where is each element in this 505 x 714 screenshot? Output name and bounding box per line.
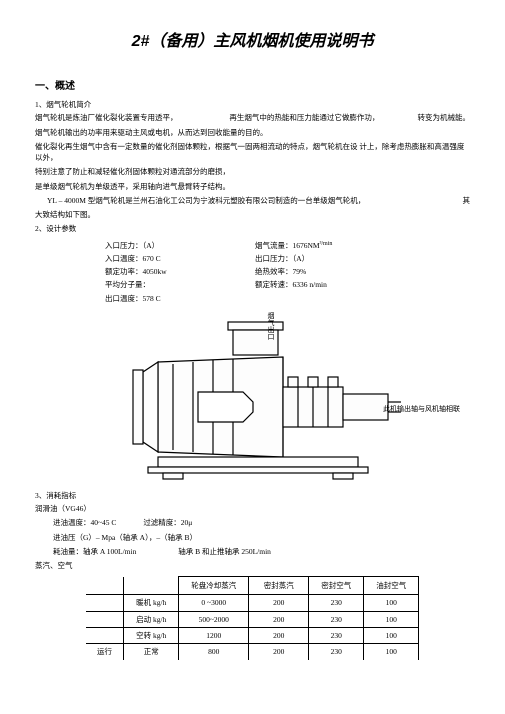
- table-row: 暖机 kg/h 0 ~3000 200 230 100: [86, 595, 419, 611]
- text: 再生烟气中的热能和压力能通过它做膨作功，: [229, 113, 379, 122]
- col-seal-steam: 密封蒸汽: [249, 577, 309, 595]
- paragraph: 大致结构如下图。: [35, 209, 470, 220]
- col-cooling-steam: 轮盘冷却蒸汽: [179, 577, 249, 595]
- coupling-label: 此机输出轴与风机轴相联: [383, 404, 460, 415]
- inlet-pressure: 入口压力：（A）: [105, 240, 255, 251]
- lube-line3: 耗油量：轴承 A 100L/min 轴承 B 和止推轴承 250L/min: [35, 546, 470, 557]
- outlet-temp: 出口温度：578 C: [105, 293, 255, 304]
- text: 轴承 B 和止推轴承 250L/min: [178, 547, 271, 556]
- cell: 200: [249, 595, 309, 611]
- inlet-temp: 入口温度：670 C: [105, 253, 255, 264]
- overview-heading: 一、概述: [35, 79, 470, 94]
- table-row: 空转 kg/h 1200 200 230 100: [86, 627, 419, 643]
- text: YL – 4000M 型烟气轮机是兰州石油化工公司为宁波科元塑胶有限公司制造的一…: [47, 196, 365, 205]
- text: 进油压（G）– Mpa（轴承 A），–（轴承 B）: [53, 533, 197, 542]
- col-oil-seal-air: 油封空气: [364, 577, 419, 595]
- subsection-2: 2、设计参数: [35, 223, 470, 234]
- text: 烟气流量：1676NM: [255, 241, 320, 250]
- table-row: 运行 正常 800 200 230 100: [86, 644, 419, 660]
- cell: 0 ~3000: [179, 595, 249, 611]
- cell: 100: [364, 644, 419, 660]
- cell: 200: [249, 611, 309, 627]
- cell: 230: [309, 595, 364, 611]
- cell: 230: [309, 611, 364, 627]
- cell: 230: [309, 627, 364, 643]
- lube-label: 润滑油（VG46）: [35, 503, 470, 514]
- row-start: 启动 kg/h: [124, 611, 179, 627]
- cell: 800: [179, 644, 249, 660]
- flue-outlet-label: 烟气出口: [267, 312, 274, 340]
- page-title: 2#（备用）主风机烟机使用说明书: [35, 30, 470, 54]
- cell: 230: [309, 644, 364, 660]
- rated-power: 额定功率：4050kw: [105, 266, 255, 277]
- paragraph: 特别注意了防止和减轻催化剂固体颗粒对通流部分的磨损，: [35, 166, 470, 177]
- cell: 100: [364, 627, 419, 643]
- steam-air-label: 蒸汽、空气: [35, 560, 470, 571]
- machine-diagram: 烟气出口 此机输出轴与风机轴相联: [35, 312, 470, 482]
- cell: 1200: [179, 627, 249, 643]
- col-seal-air: 密封空气: [309, 577, 364, 595]
- consumption-table: 轮盘冷却蒸汽 密封蒸汽 密封空气 油封空气 暖机 kg/h 0 ~3000 20…: [86, 576, 420, 659]
- paragraph: 催化裂化再生烟气中含有一定数量的催化剂固体颗粒，根据气一固两相流动的特点，烟气轮…: [35, 141, 470, 164]
- design-params: 入口压力：（A） 烟气流量：1676NM³/min 入口温度：670 C 出口压…: [105, 240, 470, 304]
- efficiency: 绝热效率：79%: [255, 266, 306, 277]
- row-warmup: 暖机 kg/h: [124, 595, 179, 611]
- cell: 100: [364, 611, 419, 627]
- lube-line2: 进油压（G）– Mpa（轴承 A），–（轴承 B）: [35, 532, 470, 543]
- text: 进油温度：40~45 C: [53, 518, 116, 527]
- paragraph: 烟气轮机输出的功率用来驱动主风或电机，从而达到回收能量的目的。: [35, 127, 470, 138]
- turbine-drawing: [103, 312, 403, 482]
- cell: 200: [249, 644, 309, 660]
- subsection-1: 1、烟气轮机简介: [35, 99, 470, 110]
- text: 耗油量：轴承 A 100L/min: [53, 547, 136, 556]
- outlet-pressure: 出口压力：（A）: [255, 253, 309, 264]
- paragraph: 烟气轮机是炼油厂催化裂化装置专用透平， 再生烟气中的热能和压力能通过它做膨作功，…: [35, 112, 470, 123]
- unit: ³/min: [320, 241, 333, 247]
- rated-speed: 额定转速：6336 n/min: [255, 279, 327, 290]
- text: 过滤精度：20μ: [143, 518, 192, 527]
- table-row: 启动 kg/h 500~2000 200 230 100: [86, 611, 419, 627]
- paragraph: YL – 4000M 型烟气轮机是兰州石油化工公司为宁波科元塑胶有限公司制造的一…: [35, 195, 470, 206]
- fluegas-flow: 烟气流量：1676NM³/min: [255, 240, 332, 251]
- cell: 500~2000: [179, 611, 249, 627]
- text: 烟气轮机是炼油厂催化裂化装置专用透平，: [35, 113, 178, 122]
- text: 其: [463, 195, 471, 206]
- lube-line1: 进油温度：40~45 C 过滤精度：20μ: [35, 517, 470, 528]
- avg-mol: 平均分子量：: [105, 279, 255, 290]
- row-normal: 正常: [124, 644, 179, 660]
- row-idle: 空转 kg/h: [124, 627, 179, 643]
- paragraph: 是单级烟气轮机为单级透平，采用轴向进气悬臂转子结构。: [35, 181, 470, 192]
- cell: 100: [364, 595, 419, 611]
- text: 转变为机械能。: [418, 112, 471, 123]
- cell: 200: [249, 627, 309, 643]
- subsection-3: 3、消耗指标: [35, 490, 470, 501]
- row-run: 运行: [86, 644, 124, 660]
